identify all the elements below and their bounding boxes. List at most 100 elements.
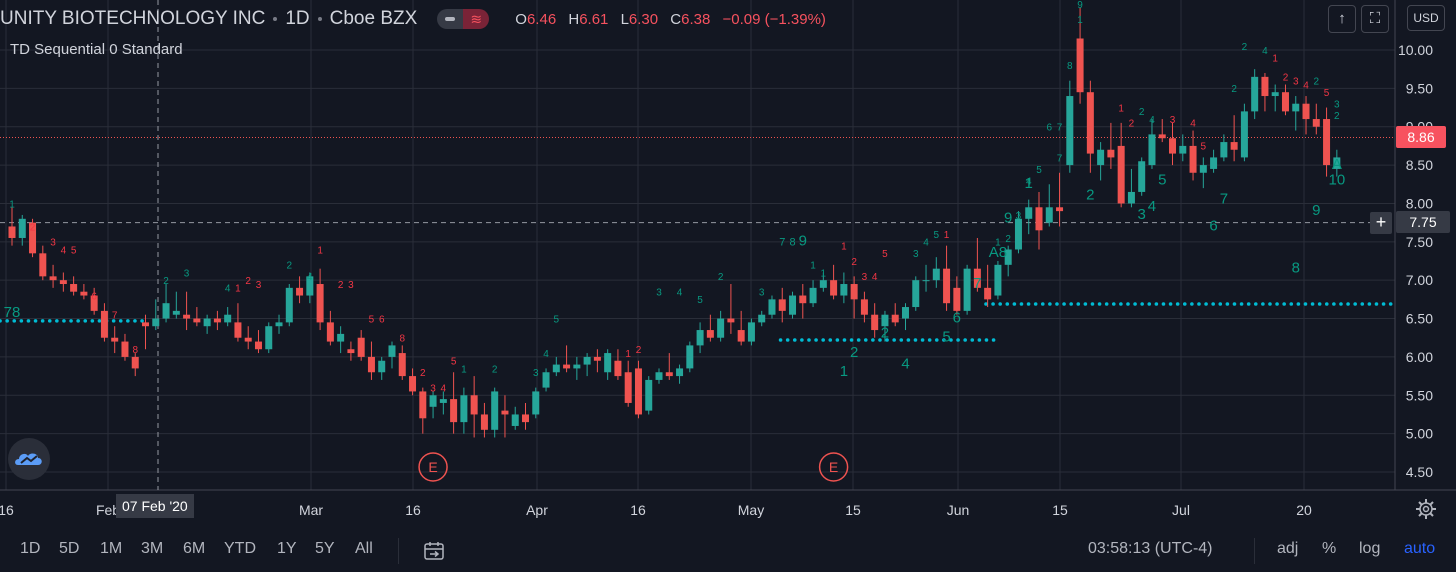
open-value: 6.46	[526, 10, 557, 28]
candle-body	[706, 330, 714, 338]
range-3m[interactable]: 3M	[141, 540, 164, 557]
td-setup-label: 1	[841, 241, 847, 252]
candle-body	[912, 280, 920, 308]
range-5y[interactable]: 5Y	[315, 540, 335, 557]
candle-body	[254, 341, 262, 350]
fullscreen-icon[interactable]: ⛶	[1361, 5, 1389, 33]
x-tick-label: May	[738, 502, 764, 518]
td-setup-label: 4	[225, 284, 231, 295]
td-setup-label: 5	[1036, 165, 1042, 176]
td-count-label: 4	[1148, 198, 1156, 215]
candle-body	[100, 310, 108, 338]
td-setup-label: 5	[554, 314, 560, 325]
range-ytd[interactable]: YTD	[224, 540, 256, 557]
candle-body	[1292, 103, 1300, 112]
candle-body	[583, 356, 591, 365]
x-tick-label: 16	[630, 502, 646, 518]
td-setup-label: 1	[995, 238, 1001, 249]
chart-mode-toggle[interactable]: ≋	[437, 9, 490, 29]
candle-body	[614, 360, 622, 377]
candle-body	[1281, 92, 1289, 112]
range-1m[interactable]: 1M	[100, 540, 123, 557]
td-setup-label: 3	[1170, 115, 1176, 126]
td-setup-label: 4	[1190, 119, 1196, 130]
candle-body	[850, 284, 858, 300]
plus-icon[interactable]: +	[1370, 212, 1392, 234]
y-tick-label: 5.00	[1406, 426, 1433, 442]
range-6m[interactable]: 6M	[183, 540, 206, 557]
candle-body	[943, 268, 951, 304]
candle-body	[450, 399, 458, 423]
candle-body	[367, 356, 375, 373]
candle-body	[1323, 119, 1331, 166]
td-setup-label: 2	[338, 280, 344, 291]
td-setup-label: 4	[61, 245, 67, 256]
symbol-name[interactable]: UNITY BIOTECHNOLOGY INC	[0, 8, 266, 29]
price-chart[interactable]: 4.505.005.506.006.507.007.508.008.509.00…	[0, 0, 1456, 531]
candle-body	[542, 372, 550, 388]
calendar-icon[interactable]	[422, 539, 446, 563]
arrow-up-icon[interactable]: ↑	[1328, 5, 1356, 33]
crosshair-date-tag: 07 Feb '20	[116, 494, 194, 518]
td-setup-label: 2	[1314, 77, 1320, 88]
candle-body	[1107, 149, 1115, 158]
tradingview-logo[interactable]	[8, 438, 50, 480]
td-setup-label: 3	[256, 280, 262, 291]
adj-toggle[interactable]: adj	[1277, 540, 1299, 557]
candle-body	[1076, 38, 1084, 93]
td-count-label: 5	[942, 329, 950, 346]
td-count-label: 7	[1057, 123, 1063, 134]
range-all[interactable]: All	[355, 540, 373, 557]
candle-body	[511, 414, 519, 426]
td-setup-label: 3	[1334, 100, 1340, 111]
td-setup-label: 7	[1057, 153, 1063, 164]
candle-body	[39, 253, 47, 277]
td-setup-label: 2	[1129, 119, 1135, 130]
range-1y[interactable]: 1Y	[277, 540, 297, 557]
interval-label[interactable]: 1D	[285, 8, 310, 29]
candle-body	[953, 287, 961, 311]
candle-body	[224, 314, 232, 323]
range-1d[interactable]: 1D	[20, 540, 41, 557]
candle-body	[1127, 191, 1135, 204]
candle-body	[121, 341, 129, 357]
td-setup-label: 4	[872, 272, 878, 283]
td-count-label: 2	[850, 344, 858, 361]
td-count-label: 7	[973, 275, 981, 292]
candle-body	[717, 318, 725, 338]
td-setup-label: 8	[399, 334, 405, 345]
range-5d[interactable]: 5D	[59, 540, 80, 557]
y-tick-label: 6.50	[1406, 311, 1433, 327]
candle-body	[491, 391, 499, 430]
candle-body	[162, 303, 170, 319]
candle-body	[973, 268, 981, 288]
td-count-label: 7	[779, 237, 785, 249]
td-setup-label: 5	[882, 249, 888, 260]
td-setup-label: 1	[625, 349, 631, 360]
candle-body	[1189, 145, 1197, 173]
currency-button[interactable]: USD	[1407, 5, 1445, 31]
td-count-label: 7	[1220, 190, 1228, 207]
bottom-toolbar: 1D 5D 1M 3M 6M YTD 1Y 5Y All 03:58:13 (U…	[0, 531, 1456, 572]
candle-body	[357, 337, 365, 357]
auto-toggle[interactable]: auto	[1404, 540, 1436, 557]
td-setup-label: 2	[420, 368, 426, 379]
td-count-label: 4	[901, 355, 909, 372]
log-toggle[interactable]: log	[1359, 540, 1381, 557]
candle-body	[480, 414, 488, 430]
candle-body	[1240, 111, 1248, 158]
td-setup-label: 2	[1242, 42, 1248, 53]
minus-icon[interactable]	[437, 9, 464, 29]
candle-body	[1179, 145, 1187, 154]
percent-toggle[interactable]: %	[1322, 540, 1337, 557]
low-value: 6.30	[628, 10, 659, 28]
y-tick-label: 4.50	[1406, 464, 1433, 480]
gear-icon[interactable]	[1414, 497, 1438, 521]
candle-body	[1025, 207, 1033, 219]
wave-icon[interactable]: ≋	[463, 9, 490, 29]
indicator-legend[interactable]: TD Sequential 0 Standard	[10, 41, 183, 58]
candle-body	[573, 364, 581, 369]
clock-readout[interactable]: 03:58:13 (UTC-4)	[1088, 540, 1213, 557]
candle-body	[429, 395, 437, 407]
candle-body	[778, 299, 786, 311]
